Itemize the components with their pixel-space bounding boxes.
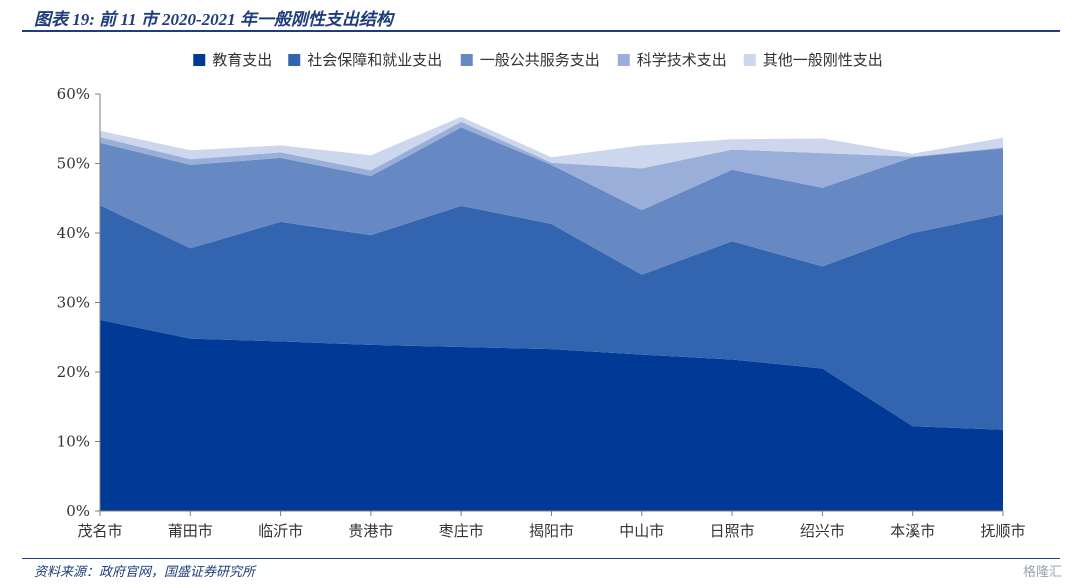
x-tick-label: 绍兴市 [800,522,845,540]
x-tick-label: 抚顺市 [980,522,1025,540]
chart-title: 图表 19: 前 11 市 2020-2021 年一般刚性支出结构 [34,10,393,29]
y-tick-label: 30% [57,294,90,312]
y-tick-label: 20% [57,363,90,381]
legend-swatch-1 [288,54,301,66]
x-tick-label: 中山市 [619,522,664,540]
x-tick-label: 本溪市 [890,522,935,540]
x-tick-label: 日照市 [710,522,755,540]
x-tick-label: 茂名市 [77,522,122,540]
footer-rule [22,558,1060,559]
source-note: 资料来源：政府官网，国盛证券研究所 [34,565,256,580]
legend-label-4: 其他一般刚性支出 [763,51,883,69]
y-tick-label: 40% [57,224,90,242]
x-tick-label: 枣庄市 [439,522,484,540]
legend-label-2: 一般公共服务支出 [480,51,600,69]
legend-label-3: 科学技术支出 [637,51,727,69]
legend-swatch-0 [193,54,206,66]
legend-swatch-2 [460,54,473,66]
y-tick-label: 10% [57,433,90,451]
y-tick-label: 0% [66,502,90,520]
area-series-4 [100,116,1003,171]
chart-axes: 0% 10% 20% 30% 40% 50% 60% 茂名市 莆田市 临沂市 贵港市 枣庄市 揭阳市 中山… [57,85,1026,540]
area-series-0 [100,319,1003,511]
watermark-text: 格隆汇 [1022,565,1062,580]
x-tick-label: 临沂市 [258,522,303,540]
y-tick-label: 50% [57,155,90,173]
area-series-2 [100,127,1003,275]
chart-areas [100,116,1003,511]
x-tick-label: 揭阳市 [529,522,574,540]
area-series-1 [100,205,1003,430]
area-series-3 [100,121,1003,211]
x-tick-label: 莆田市 [168,522,213,540]
legend-swatch-3 [617,54,630,66]
legend-label-1: 社会保障和就业支出 [307,51,442,69]
title-underline [22,30,1060,32]
legend-swatch-4 [743,54,756,66]
legend: 教育支出 社会保障和就业支出 一般公共服务支出 科学技术支出 其他一般刚性支出 [193,51,883,69]
y-tick-label: 60% [57,85,90,103]
stacked-area-chart: 教育支出 社会保障和就业支出 一般公共服务支出 科学技术支出 其他一般刚性支出 0% 10… [57,51,1026,540]
legend-label-0: 教育支出 [212,51,272,69]
x-tick-label: 贵港市 [348,522,393,540]
